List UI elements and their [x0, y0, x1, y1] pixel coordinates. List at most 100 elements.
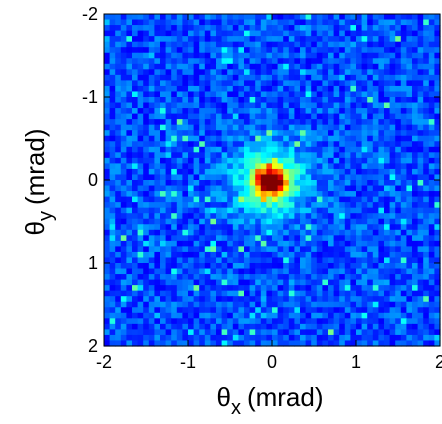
heatmap-cell — [249, 274, 256, 281]
heatmap-cell — [244, 146, 251, 153]
heatmap-cell — [367, 63, 374, 70]
heatmap-cell — [322, 141, 329, 148]
heatmap-cell — [372, 152, 379, 159]
heatmap-cell — [227, 218, 234, 225]
heatmap-cell — [238, 63, 245, 70]
heatmap-cell — [412, 323, 419, 330]
heatmap-cell — [339, 74, 346, 81]
heatmap-cell — [350, 191, 357, 198]
heatmap-cell — [115, 157, 122, 164]
heatmap-cell — [120, 30, 127, 37]
heatmap-cell — [378, 224, 385, 231]
heatmap-cell — [316, 152, 323, 159]
heatmap-cell — [244, 163, 251, 170]
heatmap-cell — [137, 323, 144, 330]
heatmap-cell — [288, 74, 295, 81]
heatmap-cell — [361, 323, 368, 330]
heatmap-cell — [199, 329, 206, 336]
heatmap-cell — [344, 69, 351, 76]
heatmap-cell — [160, 74, 167, 81]
heatmap-cell — [361, 124, 368, 131]
heatmap-cell — [339, 174, 346, 181]
heatmap-cell — [232, 334, 239, 342]
heatmap-cell — [412, 119, 419, 126]
heatmap-cell — [176, 224, 183, 231]
heatmap-cell — [300, 97, 307, 104]
heatmap-cell — [305, 108, 312, 115]
heatmap-cell — [260, 318, 267, 325]
heatmap-cell — [176, 296, 183, 303]
heatmap-cell — [395, 30, 402, 37]
heatmap-cell — [148, 235, 155, 242]
heatmap-cell — [204, 180, 211, 187]
heatmap-cell — [434, 152, 441, 159]
heatmap-cell — [216, 202, 223, 209]
heatmap-cell — [104, 185, 111, 192]
heatmap-cell — [378, 285, 385, 292]
heatmap-cell — [249, 146, 256, 153]
heatmap-cell — [406, 307, 413, 314]
heatmap-cell — [367, 307, 374, 314]
heatmap-cell — [328, 235, 335, 242]
heatmap-cell — [193, 130, 200, 137]
heatmap-cell — [160, 102, 167, 109]
x-axis-subscript: x — [231, 397, 241, 419]
heatmap-cell — [249, 108, 256, 115]
heatmap-cell — [283, 301, 290, 308]
heatmap-cell — [160, 157, 167, 164]
heatmap-cell — [199, 108, 206, 115]
heatmap-cell — [305, 91, 312, 98]
heatmap-cell — [210, 251, 217, 259]
heatmap-cell — [232, 163, 239, 170]
heatmap-cell — [350, 240, 357, 247]
heatmap-cell — [143, 191, 150, 198]
heatmap-cell — [294, 274, 301, 281]
heatmap-cell — [115, 19, 122, 26]
heatmap-cell — [305, 97, 312, 104]
heatmap-cell — [176, 301, 183, 308]
heatmap-cell — [328, 229, 335, 236]
heatmap-cell — [434, 224, 441, 231]
heatmap-cell — [249, 318, 256, 325]
heatmap-cell — [182, 329, 189, 336]
heatmap-cell — [182, 163, 189, 170]
heatmap-cell — [115, 229, 122, 236]
heatmap-cell — [406, 69, 413, 76]
heatmap-cell — [227, 257, 234, 264]
heatmap-cell — [244, 47, 251, 54]
heatmap-cell — [428, 69, 435, 76]
heatmap-cell — [238, 52, 245, 59]
heatmap-cell — [115, 124, 122, 131]
heatmap-cell — [227, 163, 234, 170]
heatmap-cell — [412, 19, 419, 26]
heatmap-cell — [171, 202, 178, 209]
heatmap-cell — [300, 80, 307, 87]
heatmap-cell — [389, 119, 396, 126]
heatmap-cell — [434, 47, 441, 54]
heatmap-cell — [244, 301, 251, 308]
heatmap-cell — [120, 285, 127, 292]
heatmap-cell — [434, 135, 441, 142]
heatmap-cell — [434, 196, 441, 203]
heatmap-cell — [132, 108, 139, 115]
heatmap-cell — [277, 196, 284, 203]
heatmap-cell — [333, 97, 340, 104]
heatmap-cell — [344, 97, 351, 104]
heatmap-cell — [216, 141, 223, 148]
heatmap-cell — [255, 307, 262, 314]
heatmap-cell — [244, 74, 251, 81]
heatmap-cell — [132, 135, 139, 142]
heatmap-cell — [361, 257, 368, 264]
heatmap-cell — [244, 246, 251, 253]
heatmap-cell — [104, 334, 111, 342]
heatmap-cell — [328, 91, 335, 98]
heatmap-cell — [221, 296, 228, 303]
heatmap-cell — [428, 257, 435, 264]
heatmap-cell — [221, 235, 228, 242]
heatmap-cell — [188, 47, 195, 54]
heatmap-cell — [238, 202, 245, 209]
heatmap-cell — [350, 69, 357, 76]
heatmap-cell — [148, 74, 155, 81]
heatmap-cell — [143, 113, 150, 120]
heatmap-cell — [165, 213, 172, 220]
